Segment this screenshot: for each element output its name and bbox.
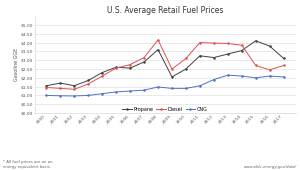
Diesel bbox=[254, 64, 257, 66]
CNG bbox=[128, 90, 132, 92]
Diesel bbox=[226, 42, 230, 45]
CNG bbox=[268, 75, 272, 77]
Diesel bbox=[114, 67, 118, 69]
CNG bbox=[282, 76, 285, 78]
Diesel bbox=[212, 42, 216, 44]
CNG bbox=[254, 77, 257, 79]
Propane bbox=[58, 82, 62, 84]
CNG bbox=[142, 89, 146, 91]
Diesel bbox=[100, 75, 104, 77]
CNG bbox=[58, 95, 62, 97]
Propane bbox=[184, 68, 188, 70]
Y-axis label: Gasoline GGE: Gasoline GGE bbox=[14, 48, 19, 81]
CNG bbox=[45, 94, 48, 96]
Line: CNG: CNG bbox=[46, 75, 284, 97]
Diesel bbox=[282, 64, 285, 66]
Diesel bbox=[86, 83, 90, 85]
CNG bbox=[156, 86, 160, 88]
Propane bbox=[226, 53, 230, 55]
Diesel bbox=[142, 57, 146, 59]
Line: Diesel: Diesel bbox=[46, 39, 284, 90]
CNG bbox=[86, 94, 90, 96]
Title: U.S. Average Retail Fuel Prices: U.S. Average Retail Fuel Prices bbox=[107, 6, 223, 15]
Diesel bbox=[268, 69, 272, 71]
Propane bbox=[156, 49, 160, 51]
Propane bbox=[240, 49, 244, 52]
Diesel bbox=[184, 57, 188, 59]
CNG bbox=[100, 93, 104, 95]
CNG bbox=[184, 87, 188, 89]
CNG bbox=[226, 74, 230, 76]
Propane bbox=[282, 57, 285, 59]
Diesel bbox=[198, 41, 202, 44]
Propane bbox=[254, 40, 257, 42]
Diesel bbox=[240, 44, 244, 46]
Propane bbox=[45, 85, 48, 87]
Propane bbox=[128, 67, 132, 69]
Diesel bbox=[73, 88, 76, 90]
Text: * All fuel prices are on an
energy equivalent basis.: * All fuel prices are on an energy equiv… bbox=[3, 160, 52, 169]
Legend: Propane, Diesel, CNG: Propane, Diesel, CNG bbox=[122, 107, 208, 112]
Propane bbox=[142, 61, 146, 63]
Diesel bbox=[45, 87, 48, 89]
CNG bbox=[73, 95, 76, 97]
Propane bbox=[212, 57, 216, 59]
Diesel bbox=[128, 64, 132, 66]
Propane bbox=[73, 85, 76, 87]
Propane bbox=[268, 45, 272, 47]
Line: Propane: Propane bbox=[46, 40, 284, 86]
CNG bbox=[240, 75, 244, 77]
CNG bbox=[198, 85, 202, 87]
CNG bbox=[114, 91, 118, 93]
Text: www.afdc.energy.gov/data/: www.afdc.energy.gov/data/ bbox=[244, 165, 297, 169]
Propane bbox=[86, 79, 90, 81]
Propane bbox=[114, 66, 118, 68]
Propane bbox=[198, 55, 202, 57]
CNG bbox=[212, 79, 216, 81]
Diesel bbox=[156, 39, 160, 41]
CNG bbox=[170, 87, 174, 89]
Propane bbox=[100, 72, 104, 74]
Diesel bbox=[58, 87, 62, 89]
Propane bbox=[170, 76, 174, 78]
Diesel bbox=[170, 68, 174, 70]
